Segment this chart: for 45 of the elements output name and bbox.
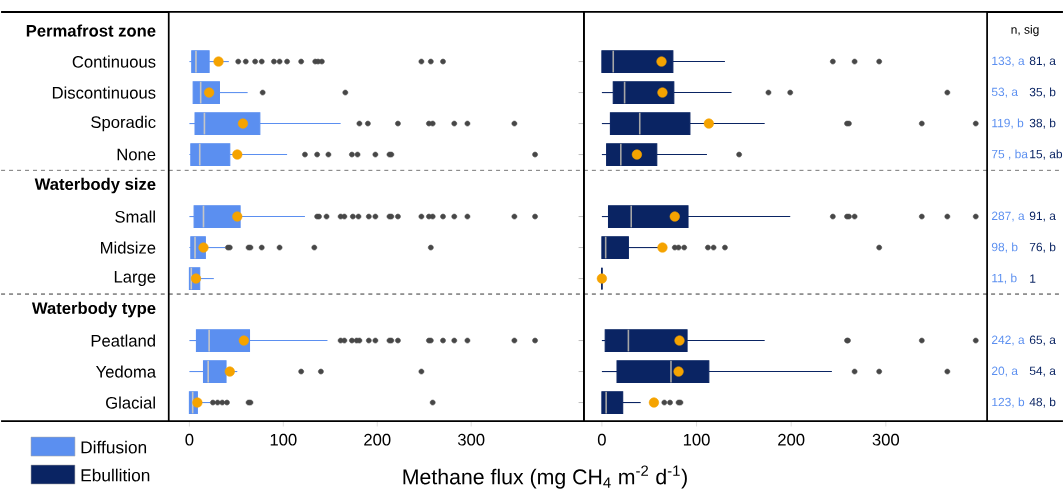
y-tick-label: Continuous <box>72 55 156 68</box>
text: 98, b <box>991 242 1018 253</box>
text: 38, b <box>1029 118 1056 129</box>
text: 287, a <box>991 211 1025 222</box>
text: 15, ab <box>1030 149 1063 160</box>
y-tick-label: Waterbody size <box>34 177 156 194</box>
y-tick-label: Small <box>115 210 155 223</box>
legend-label: Diffusion <box>81 440 147 454</box>
y-tick-label: Waterbody type <box>31 301 156 318</box>
text: 48, b <box>1029 397 1056 408</box>
x-axis-title: Methane flux (mg CH$_{4}$ m$^{-2}$ d$^{-1}$) <box>403 465 687 489</box>
y-tick-label: Peatland <box>91 334 155 347</box>
x-tick-label: 300 <box>457 433 485 446</box>
text: 1 <box>1030 274 1036 283</box>
y-tick-label: Discontinuous <box>52 86 156 99</box>
legend-label: Ebullition <box>81 468 150 482</box>
y-tick-label: Midsize <box>101 241 156 254</box>
text: 53, a <box>991 87 1018 98</box>
x-tick-label: 0 <box>597 433 606 446</box>
text: 20, a <box>991 366 1018 377</box>
x-tick-label: 100 <box>683 433 710 446</box>
y-tick-label: Glacial <box>106 396 155 409</box>
x-tick-label: 200 <box>364 433 391 446</box>
text: 75 , ba <box>991 149 1028 160</box>
text: 54, a <box>1029 366 1056 377</box>
text: 242, a <box>991 335 1025 346</box>
y-tick-label: None <box>117 148 156 161</box>
y-tick-label: Large <box>114 271 156 286</box>
x-tick-label: 200 <box>778 433 805 446</box>
text: 65, a <box>1029 335 1056 346</box>
x-tick-label: 300 <box>872 433 900 446</box>
text: 76, b <box>1029 242 1056 253</box>
x-tick-label: 0 <box>185 433 194 446</box>
text: 35, b <box>1029 87 1056 98</box>
text: 119, b <box>992 118 1024 129</box>
text: 11, b <box>992 273 1017 284</box>
text: n, sig <box>1011 24 1039 37</box>
x-tick-label: 100 <box>270 433 297 446</box>
text: 81, a <box>1029 56 1056 67</box>
y-tick-label: Permafrost zone <box>26 24 156 37</box>
text: 91, a <box>1029 211 1056 222</box>
y-tick-label: Sporadic <box>91 115 156 132</box>
y-tick-label: Yedoma <box>96 365 157 378</box>
text: 133, a <box>992 56 1025 67</box>
text: 123, b <box>992 397 1025 408</box>
